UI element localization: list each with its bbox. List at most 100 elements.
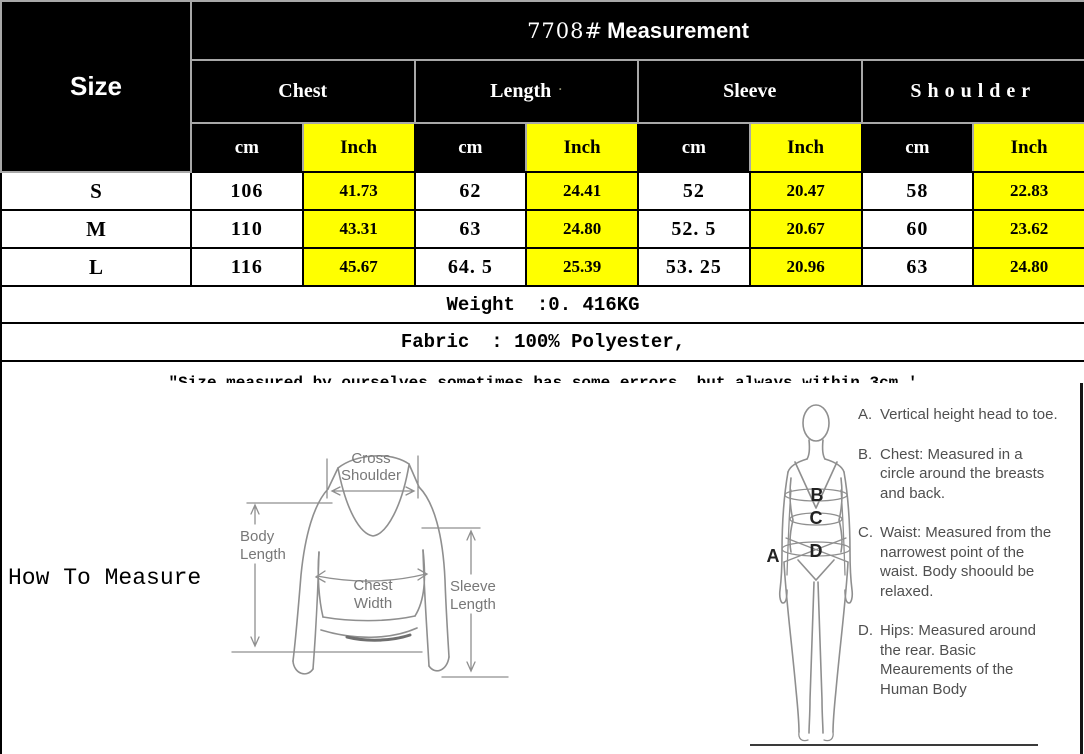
group-header-shoulder: Shoulder [860,59,1084,124]
garment-hem-shadow [345,633,412,642]
shoulder-cm-value: 60 [860,209,975,249]
garment-right-sleeve-outer [418,486,450,658]
garment-sketch [292,455,450,675]
sleeve-length-label-line2: Length [450,596,496,613]
shoulder-cm-header: cm [860,122,975,173]
table-row-size-s: S 106 41.73 62 24.41 52 20.47 58 22.83 [0,171,1084,211]
chest-width-label-line1: Chest [353,577,393,594]
length-inch-value: 25.39 [525,247,639,287]
body-length-label-line1: Body [240,528,275,545]
sleeve-length-label-line1: Sleeve [450,578,496,595]
body-length-arrow-bottom [250,563,260,648]
cross-shoulder-arrow [330,486,416,496]
chest-inch-value: 45.67 [301,247,416,287]
fabric-value: : 100% Polyester, [491,331,686,353]
chest-inch-value: 43.31 [301,209,416,249]
chest-cm-value: 106 [190,171,304,211]
sleeve-inch-value: 20.96 [748,247,863,287]
figure-letter-b: B [811,485,824,505]
fabric-label: Fabric [400,331,470,353]
chest-inch-header: Inch [301,122,416,173]
cross-shoulder-label-line2: Shoulder [341,467,401,484]
measurement-table: Size 7708# Measurement Chest Length · Slee… [0,0,1084,406]
garment-left-shoulder [327,467,339,490]
sleeve-cm-value: 52. 5 [637,209,751,249]
shoulder-inch-value: 24.80 [972,247,1084,287]
instruction-text: Waist: Measured from the narrowest point… [880,524,1052,600]
weight-value: :0. 416KG [536,293,640,316]
figure-feet [798,731,834,742]
shoulder-cm-value: 58 [860,171,975,211]
length-cm-value: 62 [413,171,528,211]
figure-waist-ellipse [789,512,843,526]
size-header-label: Size [69,71,123,101]
chest-cm-value: 116 [190,247,304,287]
sleeve-length-arrow-bottom [466,613,476,673]
cross-shoulder-label-line1: Cross [351,450,390,467]
sleeve-inch-value: 20.67 [748,209,863,249]
product-code: 7708# [527,18,604,43]
size-value: L [0,247,192,287]
sleeve-cm-value: 52 [637,171,751,211]
length-cm-value: 63 [413,209,528,249]
figure-head [802,404,830,442]
instruction-item-b: B. Chest: Measured in a circle around th… [858,445,1058,504]
size-value: S [0,171,192,211]
shoulder-inch-value: 23.62 [972,209,1084,249]
sleeve-cm-header: cm [637,122,751,173]
garment-right-shoulder [408,463,420,488]
weight-cell: Weight :0. 416KG [0,285,1084,324]
sleeve-inch-header: Inch [748,122,863,173]
shoulder-label: Shoulder [910,80,1037,102]
sleeve-length-arrow-top [466,529,476,575]
figure-neck [806,439,826,460]
unit-header-row: cm Inch cm Inch cm Inch cm Inch [1,122,1084,173]
fabric-row: Fabric : 100% Polyester, [0,322,1084,362]
group-header-length: Length · [413,59,639,124]
instruction-text: Vertical height head to toe. [880,406,1058,423]
length-inch-header: Inch [525,122,639,173]
table-title: Measurement [607,17,749,43]
measurement-diagrams: Cross Shoulder Body Length Chest Width [231,404,1038,746]
garment-hem-top [322,615,416,622]
figure-right-leg-inner [817,581,824,734]
instruction-text: Chest: Measured in a circle around the b… [880,445,1045,502]
shoulder-inch-value: 22.83 [972,171,1084,211]
length-dot-mark: · [558,82,563,96]
figure-right-arm [843,471,854,604]
figure-bust-ellipse [784,488,848,502]
length-cm-value: 64. 5 [413,247,528,287]
shoulder-inch-header: Inch [972,122,1084,173]
sleeve-cm-value: 53. 25 [637,247,751,287]
figure-letter-d: D [810,541,823,561]
table-title-cell: 7708# Measurement [189,0,1084,61]
how-to-measure-heading: How To Measure [8,565,202,591]
chest-label: Chest [278,80,328,102]
length-label: Length [490,80,552,102]
sleeve-label: Sleeve [723,80,777,102]
title-row: Size 7708# Measurement [0,0,1084,173]
sleeve-length-measure: Sleeve Length [421,527,509,678]
size-value: M [0,209,192,249]
figure-shoulders [787,458,845,473]
chest-width-label-line2: Width [354,595,392,612]
instruction-marker: A. [858,406,873,423]
weight-label: Weight [446,293,515,316]
body-figure: A B C D [767,404,854,742]
body-length-measure: Body Length [231,502,423,653]
weight-row: Weight :0. 416KG [0,285,1084,324]
garment-right-sleeve-inner [422,549,430,667]
figure-letter-a: A [767,546,780,566]
how-to-measure-section: How To Measure [0,383,1084,754]
group-header-chest: Chest [190,59,416,124]
garment-collar-scoop [337,464,410,537]
length-inch-value: 24.80 [525,209,639,249]
garment-left-sleeve-outer [292,488,329,662]
measurement-instructions: A. Vertical height head to toe. B. Chest… [858,405,1058,719]
garment-hem-band [320,627,418,639]
cross-shoulder-measure: Cross Shoulder [326,450,419,499]
garment-left-side [317,551,324,618]
body-length-label-line2: Length [240,546,286,563]
figure-letter-c: C [810,508,823,528]
